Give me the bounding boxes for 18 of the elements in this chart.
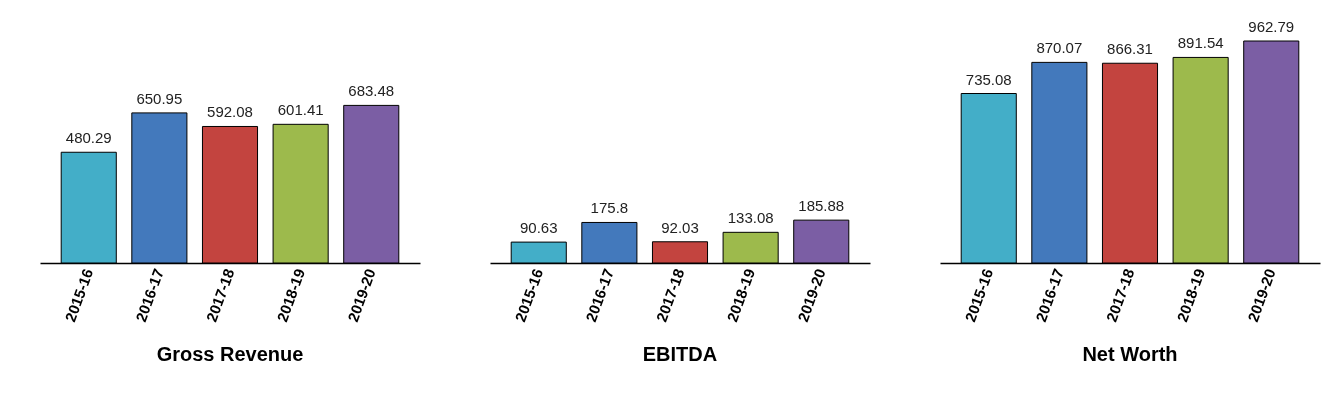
text: Net Worth — [1082, 343, 1178, 366]
text: EBITDA — [642, 343, 718, 366]
data-label: 601.41 — [277, 101, 324, 119]
data-label: 175.8 — [590, 199, 629, 217]
data-label: 480.29 — [65, 129, 112, 147]
data-label: 650.95 — [136, 89, 183, 107]
data-label: 735.08 — [965, 70, 1012, 88]
data-label: 683.48 — [348, 82, 395, 100]
data-label: 592.08 — [207, 103, 253, 121]
data-label: 891.54 — [1177, 34, 1224, 52]
data-label: 185.88 — [798, 197, 845, 215]
data-label: 92.03 — [661, 218, 699, 236]
data-label: 866.31 — [1107, 40, 1153, 58]
data-label: 870.07 — [1036, 39, 1083, 57]
data-label: 133.08 — [727, 209, 774, 227]
text: Gross Revenue — [156, 343, 304, 366]
data-label: 90.63 — [519, 219, 558, 237]
data-label: 962.79 — [1248, 18, 1295, 35]
